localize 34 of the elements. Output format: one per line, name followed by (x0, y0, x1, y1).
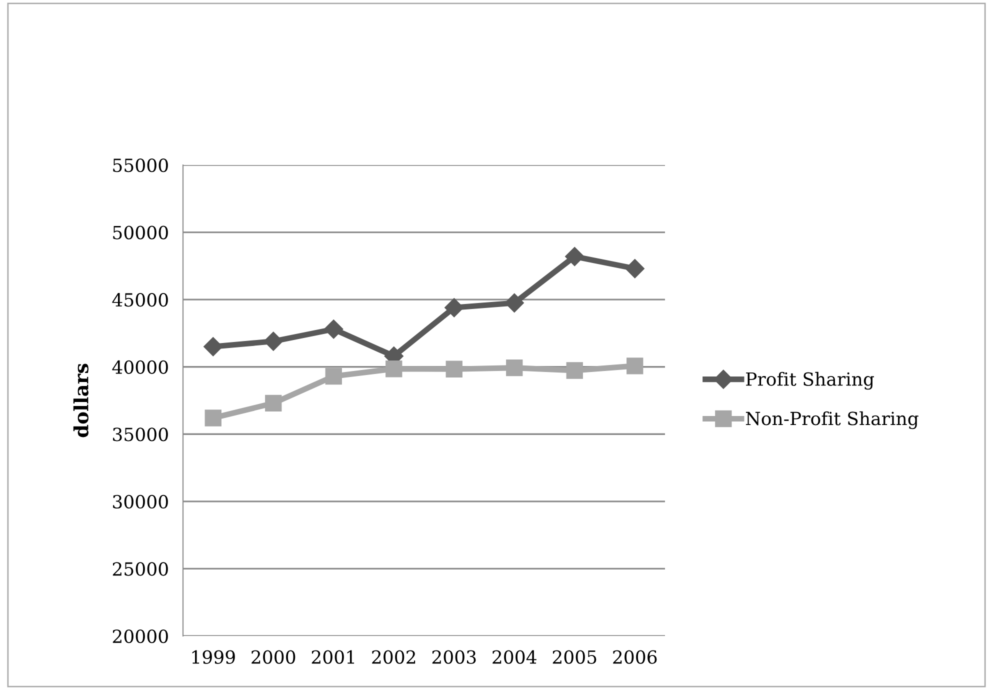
y-tick-label: 50000 (113, 226, 168, 240)
point (204, 337, 223, 356)
x-tick-label: 2004 (492, 650, 536, 664)
point (566, 362, 583, 379)
y-tick-label: 25000 (112, 562, 168, 576)
point (204, 410, 222, 426)
x-tick-label: 2002 (372, 650, 416, 664)
point (504, 293, 524, 312)
legend-label: Non-Profit Sharing (746, 411, 918, 430)
y-tick-label: 30000 (113, 494, 168, 509)
point (446, 360, 462, 378)
y-axis-title: dollars (73, 364, 88, 438)
point (444, 298, 464, 318)
point (386, 360, 402, 378)
point (264, 332, 283, 351)
point (265, 394, 282, 412)
legend-label: Profit Sharing (746, 372, 874, 390)
y-tick-label: 20000 (112, 629, 168, 644)
x-tick-label: 1999 (192, 650, 235, 664)
x-tick-label: 2001 (312, 650, 354, 664)
point (625, 259, 644, 278)
y-tick-label: 55000 (113, 158, 168, 172)
y-tick-label: 45000 (112, 293, 168, 307)
point (506, 359, 523, 376)
point (626, 358, 644, 374)
point (565, 246, 584, 266)
point (325, 368, 342, 385)
point (324, 320, 344, 339)
y-tick-label: 35000 (113, 428, 168, 442)
x-tick-label: 2006 (613, 650, 657, 664)
x-tick-label: 2005 (552, 650, 596, 664)
x-tick-label: 2003 (432, 650, 476, 664)
y-tick-label: 40000 (112, 360, 168, 374)
x-tick-label: 2000 (252, 650, 296, 664)
